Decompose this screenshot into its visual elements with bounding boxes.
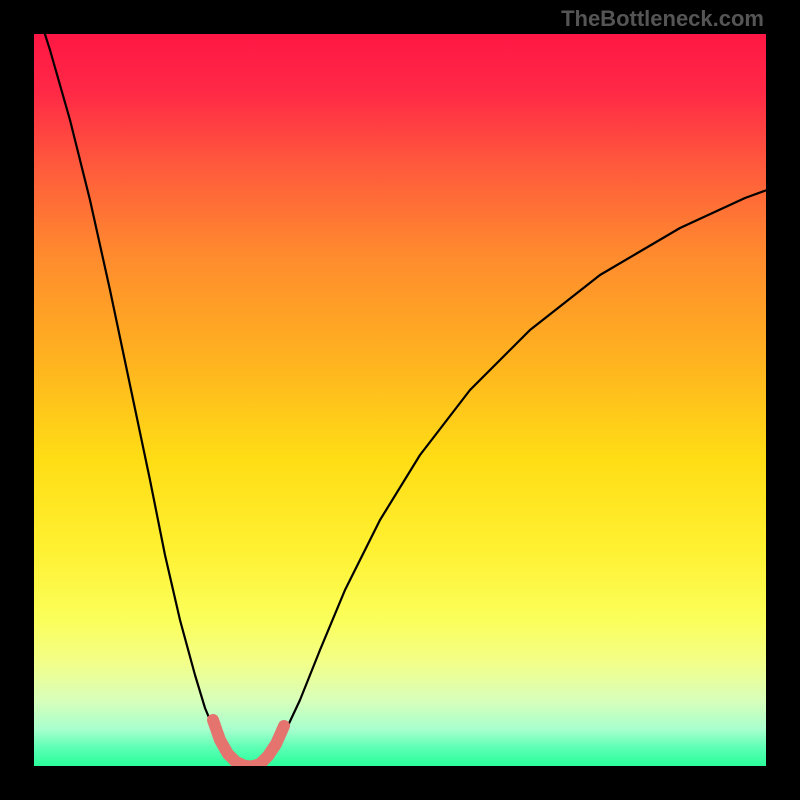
chart-frame: TheBottleneck.com [0,0,800,800]
plot-area [34,34,766,766]
watermark-text: TheBottleneck.com [561,6,764,32]
plot-svg [34,34,766,766]
gradient-background [34,34,766,766]
